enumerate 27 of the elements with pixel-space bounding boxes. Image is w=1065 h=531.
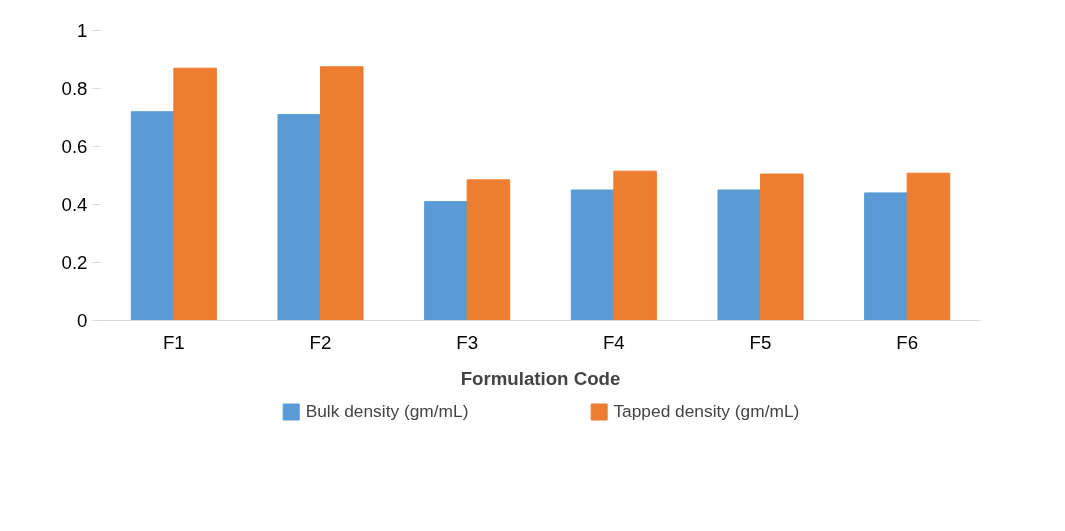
x-tick-label: F6	[896, 331, 919, 353]
y-tick-label: 0.4	[61, 194, 88, 215]
bar	[864, 192, 908, 321]
legend-label: Tapped density (gm/mL)	[613, 400, 800, 422]
bar	[320, 66, 364, 321]
bar	[613, 170, 657, 321]
bar	[277, 114, 321, 321]
bar	[173, 67, 217, 321]
bar	[570, 189, 615, 321]
x-tick-label: F2	[309, 331, 332, 353]
y-tick-label: 0.8	[61, 78, 88, 99]
bar	[130, 111, 175, 321]
bar	[717, 189, 761, 321]
bar	[466, 179, 511, 321]
y-tick-label: 0.2	[61, 252, 88, 273]
x-tick-label: F3	[456, 331, 479, 353]
bar	[424, 201, 468, 321]
x-tick-label: F5	[749, 331, 772, 353]
y-tick-label: 0	[77, 310, 88, 331]
x-tick-label: F4	[602, 331, 625, 353]
x-axis-title: Formulation Code	[460, 367, 621, 389]
legend-label: Bulk density (gm/mL)	[305, 400, 469, 422]
y-tick-label: 0.6	[61, 136, 88, 157]
x-tick-label: F1	[162, 331, 185, 353]
bar	[906, 172, 951, 321]
bar	[760, 173, 804, 321]
y-tick-label: 1	[77, 20, 88, 41]
